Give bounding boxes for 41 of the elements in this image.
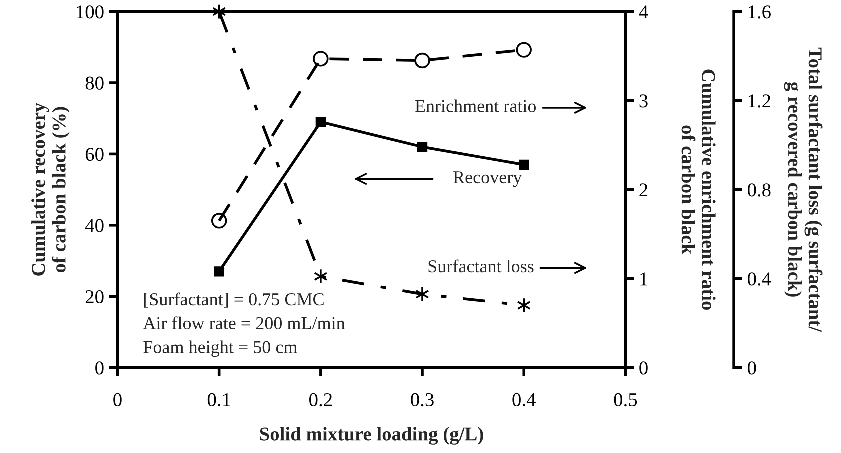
y-tick-label: 40 xyxy=(85,219,104,232)
point xyxy=(417,142,428,152)
x-tick-label: 0.4 xyxy=(512,393,536,407)
y2-tick-label: 4 xyxy=(639,6,648,19)
y2-tick-label: 2 xyxy=(640,184,648,197)
y2-axis-title: Cumulative enrichment ratio of carbon black xyxy=(682,70,716,310)
point xyxy=(416,286,430,302)
y3-tick-label: 0 xyxy=(748,362,756,375)
y-tick-label: 60 xyxy=(86,148,104,162)
annotation: Recovery xyxy=(454,172,522,188)
x-tick-label: 0.1 xyxy=(208,393,230,407)
y2-tick-label: 1 xyxy=(640,272,648,286)
y3-tick-label: 0.8 xyxy=(748,184,771,197)
point xyxy=(316,117,326,128)
y-tick-label: 20 xyxy=(86,290,104,304)
annotation: [Surfactant] = 0.75 CMC Air flow rate = 200 mL/min Foam height = 50 cm xyxy=(143,292,346,358)
y2-tick-label: 0 xyxy=(640,362,648,375)
y-axis-title: Cumulative recovery of carbon black (%) xyxy=(32,102,70,276)
x-tick-label: 0.3 xyxy=(411,393,434,407)
annotation: Surfactant loss xyxy=(428,260,534,273)
annotation: Enrichment ratio xyxy=(415,100,536,112)
y-tick-label: 100 xyxy=(77,6,104,19)
point xyxy=(516,42,532,58)
point xyxy=(314,268,328,284)
y3-tick-label: 0.4 xyxy=(748,272,772,286)
y-tick-label: 0 xyxy=(96,362,104,375)
y3-axis-title: Total surfactant loss (g surfactant/ g recovered carbon black) xyxy=(784,48,823,332)
y3-tick-label: 1.2 xyxy=(748,94,770,108)
point xyxy=(313,51,329,67)
y-tick-label: 80 xyxy=(86,76,104,90)
point xyxy=(517,298,532,314)
x-tick-label: 0.5 xyxy=(614,393,638,407)
point xyxy=(519,160,530,170)
x-tick-label: 0.2 xyxy=(310,393,332,407)
point xyxy=(211,213,228,229)
y2-tick-label: 3 xyxy=(640,94,648,108)
x-tick-label: 0 xyxy=(114,393,122,407)
y3-tick-label: 1.6 xyxy=(748,6,771,19)
point xyxy=(414,52,430,69)
point xyxy=(214,266,224,277)
x-axis-title: Solid mixture loading (g/L) xyxy=(260,427,484,445)
